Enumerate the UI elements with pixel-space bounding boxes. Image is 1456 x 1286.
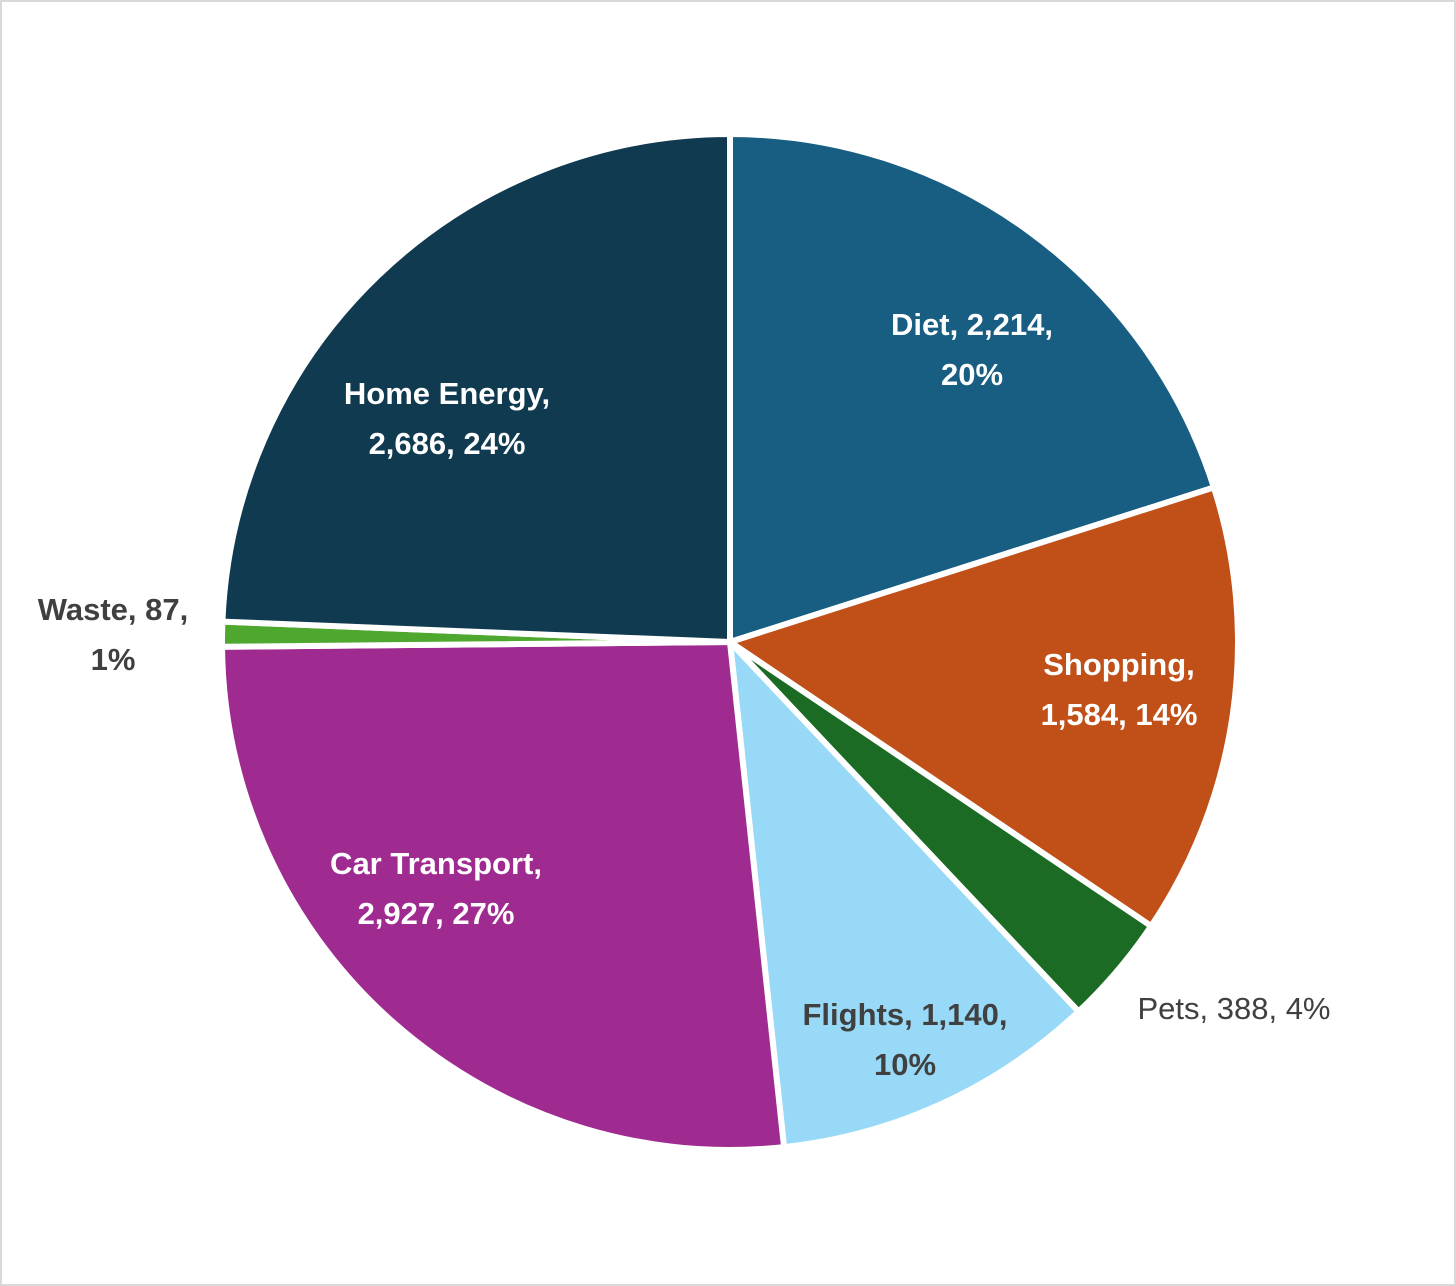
pie-slice-flights[interactable] xyxy=(727,639,1082,1151)
data-label-flights: Flights, 1,140, 10% xyxy=(802,997,1008,1082)
data-label-waste: Waste, 87, 1% xyxy=(37,592,189,677)
data-label-home-energy: Home Energy, 2,686, 24% xyxy=(343,376,551,461)
pie-slice-home-energy[interactable] xyxy=(219,131,733,645)
data-label-pets: Pets, 388, 4% xyxy=(1137,991,1331,1026)
pie-slice-diet[interactable] xyxy=(727,131,1217,645)
pie-slice-car-transport[interactable] xyxy=(219,639,788,1153)
data-label-diet: Diet, 2,214, 20% xyxy=(891,307,1053,392)
data-label-car-transport: Car Transport, 2,927, 27% xyxy=(330,846,542,931)
data-label-shopping: Shopping, 1,584, 14% xyxy=(1040,647,1198,732)
pie-slice-shopping[interactable] xyxy=(727,484,1241,930)
